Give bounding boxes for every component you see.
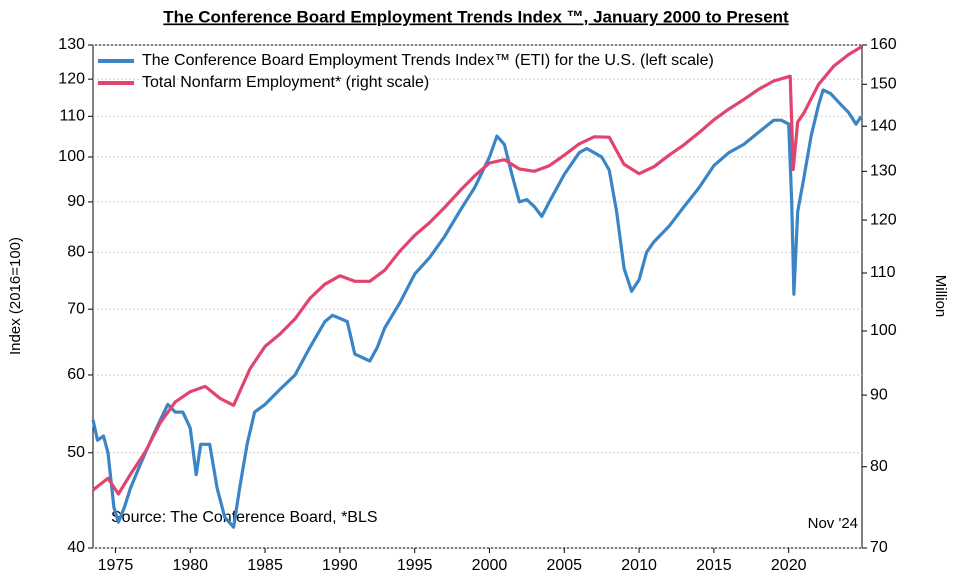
x-tick-label: 2020 — [771, 557, 807, 574]
plot-frame — [92, 44, 863, 549]
y2-tick-label: 150 — [870, 75, 897, 92]
source-note: Source: The Conference Board, *BLS — [111, 509, 378, 526]
x-tick-label: 1975 — [98, 557, 134, 574]
y-tick-label: 40 — [67, 539, 85, 556]
y2-tick-label: 140 — [870, 117, 897, 134]
x-tick-label: 1985 — [247, 557, 283, 574]
y-tick-label: 70 — [67, 300, 85, 317]
x-tick-label: 1995 — [397, 557, 433, 574]
y2-tick-label: 120 — [870, 211, 897, 228]
y2-tick-label: 80 — [870, 458, 888, 475]
y-tick-label: 130 — [58, 36, 85, 53]
series-line — [91, 88, 863, 529]
y2-tick-label: 130 — [870, 163, 897, 180]
y-tick-label: 90 — [67, 193, 85, 210]
x-tick-label: 2010 — [621, 557, 657, 574]
y-tick-label: 100 — [58, 148, 85, 165]
y2-tick-label: 110 — [870, 264, 896, 281]
y-tick-label: 120 — [58, 70, 85, 87]
series-line — [92, 45, 863, 496]
y-tick-label: 80 — [67, 243, 85, 260]
x-tick-label: 2015 — [696, 557, 732, 574]
legend-label: The Conference Board Employment Trends I… — [142, 52, 714, 69]
y-tick-label: 110 — [59, 108, 85, 125]
date-note: Nov '24 — [808, 515, 858, 532]
legend-label: Total Nonfarm Employment* (right scale) — [142, 74, 429, 91]
x-tick-label: 2000 — [472, 557, 508, 574]
y-axis-label: Index (2016=100) — [7, 237, 24, 355]
y2-tick-label: 160 — [870, 36, 897, 53]
y-tick-label: 60 — [67, 366, 85, 383]
y2-tick-label: 70 — [870, 539, 888, 556]
y2-tick-label: 100 — [870, 322, 897, 339]
x-tick-label: 2005 — [546, 557, 582, 574]
x-tick-label: 1980 — [172, 557, 208, 574]
y-tick-label: 50 — [67, 444, 85, 461]
y2-tick-label: 90 — [870, 386, 888, 403]
y2-axis-label: Million — [932, 275, 949, 318]
chart-title: The Conference Board Employment Trends I… — [163, 7, 789, 26]
x-tick-label: 1990 — [322, 557, 358, 574]
